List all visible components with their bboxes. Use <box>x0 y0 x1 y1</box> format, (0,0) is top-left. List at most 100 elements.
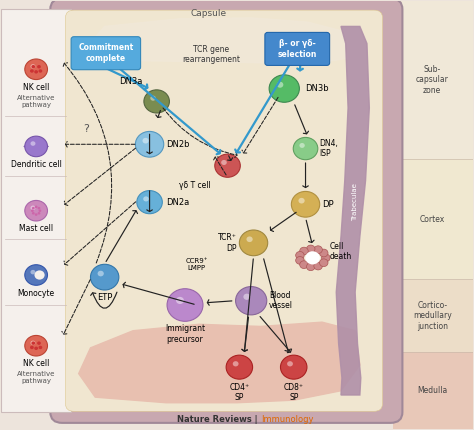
Circle shape <box>292 191 319 217</box>
Circle shape <box>25 200 47 221</box>
Text: DN2b: DN2b <box>166 140 190 149</box>
Text: ETP: ETP <box>97 293 112 302</box>
Circle shape <box>32 207 35 209</box>
Circle shape <box>30 69 34 73</box>
Circle shape <box>25 335 47 356</box>
Text: CD8⁺
SP: CD8⁺ SP <box>284 383 304 402</box>
Text: TCR⁺
DP: TCR⁺ DP <box>218 233 237 252</box>
Circle shape <box>30 141 36 146</box>
Circle shape <box>287 361 293 366</box>
Circle shape <box>167 289 203 321</box>
Circle shape <box>136 132 164 157</box>
Circle shape <box>150 95 156 101</box>
Text: TCR gene
rearrangement: TCR gene rearrangement <box>182 45 240 64</box>
FancyBboxPatch shape <box>393 352 474 429</box>
Circle shape <box>37 65 41 68</box>
FancyBboxPatch shape <box>0 9 71 412</box>
Circle shape <box>226 355 253 379</box>
Text: NK cell: NK cell <box>23 359 49 369</box>
Text: Immigrant
precursor: Immigrant precursor <box>165 324 205 344</box>
Polygon shape <box>79 322 360 403</box>
Circle shape <box>319 259 328 267</box>
Circle shape <box>30 206 36 210</box>
Circle shape <box>321 254 330 262</box>
Text: DN2a: DN2a <box>166 198 189 207</box>
Text: DN3b: DN3b <box>306 84 329 93</box>
Text: Cell
death: Cell death <box>329 242 351 261</box>
Circle shape <box>296 257 304 264</box>
Circle shape <box>143 138 149 144</box>
Circle shape <box>98 271 104 276</box>
Circle shape <box>35 270 45 280</box>
Circle shape <box>233 361 238 366</box>
Circle shape <box>30 270 36 274</box>
Circle shape <box>25 265 47 285</box>
Text: CCR9⁺
LMPP: CCR9⁺ LMPP <box>186 258 208 271</box>
Circle shape <box>144 90 169 113</box>
Circle shape <box>305 251 320 264</box>
Circle shape <box>38 346 42 349</box>
FancyArrowPatch shape <box>28 142 34 145</box>
Text: NK cell: NK cell <box>23 83 49 92</box>
FancyBboxPatch shape <box>50 0 402 423</box>
Circle shape <box>307 263 315 270</box>
Circle shape <box>307 245 315 253</box>
Text: Cortex: Cortex <box>419 215 445 224</box>
Circle shape <box>25 136 47 157</box>
Circle shape <box>35 213 37 216</box>
Circle shape <box>236 286 267 315</box>
Text: Alternative
pathway: Alternative pathway <box>17 95 55 108</box>
Circle shape <box>137 190 162 214</box>
Text: Alternative
pathway: Alternative pathway <box>17 372 55 384</box>
Circle shape <box>243 294 250 300</box>
FancyBboxPatch shape <box>393 1 474 159</box>
Circle shape <box>293 138 318 160</box>
Circle shape <box>221 160 227 165</box>
Text: CD4⁺
SP: CD4⁺ SP <box>229 383 249 402</box>
FancyBboxPatch shape <box>393 159 474 280</box>
Circle shape <box>176 297 184 304</box>
Text: Monocyte: Monocyte <box>18 289 55 298</box>
FancyBboxPatch shape <box>65 10 383 412</box>
Text: Commitment
complete: Commitment complete <box>78 43 134 63</box>
Polygon shape <box>336 26 369 395</box>
Text: Cortico-
medullary
junction: Cortico- medullary junction <box>413 301 452 331</box>
FancyArrowPatch shape <box>38 147 44 150</box>
FancyBboxPatch shape <box>71 37 141 70</box>
Text: ?: ? <box>83 124 89 134</box>
Circle shape <box>31 209 34 212</box>
FancyArrowPatch shape <box>28 147 34 150</box>
Circle shape <box>38 209 41 212</box>
Text: Trabeculae: Trabeculae <box>352 183 358 221</box>
Text: Mast cell: Mast cell <box>19 224 53 233</box>
Circle shape <box>31 341 35 345</box>
Circle shape <box>269 75 300 102</box>
Circle shape <box>296 252 304 259</box>
Text: Dendritic cell: Dendritic cell <box>11 160 62 169</box>
Circle shape <box>277 82 283 88</box>
Circle shape <box>34 70 38 74</box>
Circle shape <box>314 262 322 270</box>
Circle shape <box>314 246 322 254</box>
Circle shape <box>239 230 268 256</box>
Text: Blood
vessel: Blood vessel <box>269 291 293 310</box>
Circle shape <box>35 206 37 208</box>
Text: γδ T cell: γδ T cell <box>179 181 211 190</box>
FancyBboxPatch shape <box>393 280 474 352</box>
Text: DP: DP <box>322 200 334 209</box>
Polygon shape <box>79 18 360 63</box>
Circle shape <box>38 69 42 73</box>
Circle shape <box>32 212 35 215</box>
Text: DN3a: DN3a <box>119 77 143 86</box>
Circle shape <box>300 143 305 148</box>
Circle shape <box>91 264 119 290</box>
Text: Sub-
capsular
zone: Sub- capsular zone <box>416 65 448 95</box>
Circle shape <box>30 346 34 349</box>
Text: β- or γδ-
selection: β- or γδ- selection <box>278 39 317 58</box>
Text: DN4,
ISP: DN4, ISP <box>319 139 338 158</box>
Circle shape <box>246 237 253 242</box>
Text: Nature Reviews |: Nature Reviews | <box>177 415 261 424</box>
Text: Capsule: Capsule <box>191 9 227 18</box>
Circle shape <box>300 261 308 268</box>
Circle shape <box>37 212 40 215</box>
